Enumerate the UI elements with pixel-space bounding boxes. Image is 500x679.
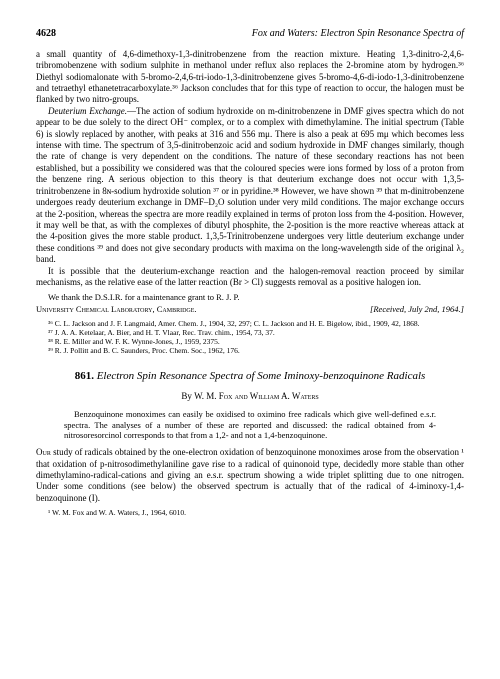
by-label: By — [181, 391, 192, 401]
ref-39: ³⁹ R. J. Pollitt and B. C. Saunders, Pro… — [36, 346, 464, 355]
affiliation: University Chemical Laboratory, Cambridg… — [36, 304, 197, 315]
body-para-1: a small quantity of 4,6-dimethoxy-1,3-di… — [36, 49, 464, 106]
deuterium-heading: Deuterium Exchange. — [48, 106, 127, 116]
references: ³⁶ C. L. Jackson and J. F. Langmaid, Ame… — [36, 319, 464, 355]
body-para-2-text: —The action of sodium hydroxide on m-din… — [36, 106, 464, 264]
article-para-1-text: study of radicals obtained by the one-el… — [36, 447, 464, 503]
ref-36: ³⁶ C. L. Jackson and J. F. Langmaid, Ame… — [36, 319, 464, 328]
body-para-3: It is possible that the deuterium-exchan… — [36, 266, 464, 289]
article-title: 861. Electron Spin Resonance Spectra of … — [66, 369, 434, 383]
abstract: Benzoquinone monoximes can easily be oxi… — [64, 409, 436, 441]
acknowledgement: We thank the D.S.I.R. for a maintenance … — [36, 292, 464, 303]
body-para-2: Deuterium Exchange.—The action of sodium… — [36, 106, 464, 266]
ref-38: ³⁸ R. E. Miller and W. F. K. Wynne-Jones… — [36, 337, 464, 346]
footnote-1: ¹ W. M. Fox and W. A. Waters, J., 1964, … — [36, 508, 464, 518]
byline: By W. M. Fox and William A. Waters — [36, 391, 464, 402]
ref-37: ³⁷ J. A. A. Ketelaar, A. Bier, and H. T.… — [36, 328, 464, 337]
article-para-1: Our study of radicals obtained by the on… — [36, 447, 464, 504]
first-word: Our — [36, 447, 51, 457]
page-number: 4628 — [36, 28, 56, 41]
article-number: 861. — [75, 370, 94, 382]
affiliation-line: University Chemical Laboratory, Cambridg… — [36, 304, 464, 315]
article-title-text: Electron Spin Resonance Spectra of Some … — [97, 370, 426, 382]
authors: W. M. Fox and William A. Waters — [194, 391, 319, 401]
received-date: [Received, July 2nd, 1964.] — [370, 304, 464, 315]
running-title: Fox and Waters: Electron Spin Resonance … — [252, 28, 464, 41]
